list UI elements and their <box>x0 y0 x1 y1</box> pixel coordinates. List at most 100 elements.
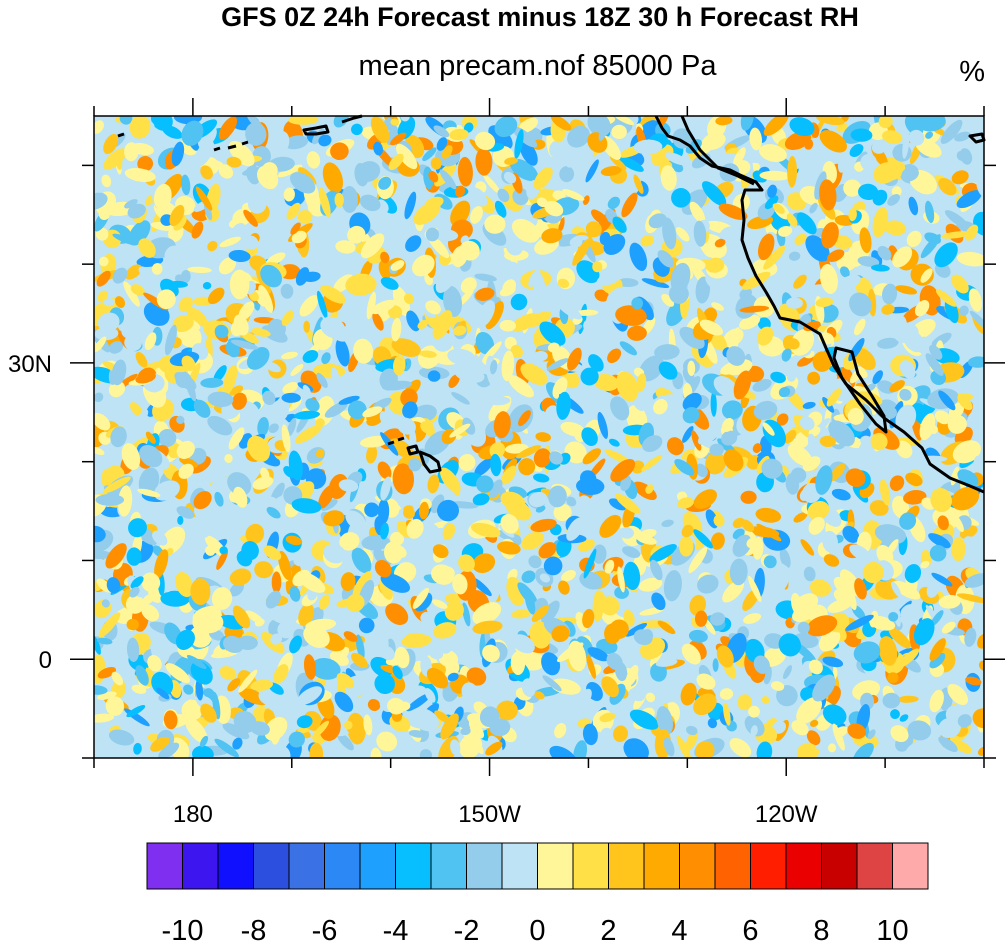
field-blob <box>154 480 180 501</box>
field-blob <box>723 449 744 472</box>
field-blob <box>934 242 958 268</box>
field-blob <box>295 424 323 444</box>
field-blob <box>827 249 845 262</box>
field-blob <box>453 364 485 383</box>
field-blob <box>845 614 874 631</box>
field-blob <box>150 736 170 752</box>
field-blob <box>618 156 644 172</box>
field-blob <box>321 352 331 365</box>
field-blob <box>178 463 194 479</box>
field-blob <box>281 310 294 326</box>
field-blob <box>682 174 694 194</box>
field-blob <box>129 116 151 139</box>
field-blob <box>639 528 657 540</box>
field-blob <box>356 161 381 182</box>
field-blob <box>567 125 590 148</box>
field-blob <box>497 188 510 203</box>
field-blob <box>329 437 347 458</box>
field-blob <box>380 573 411 593</box>
field-blob <box>610 396 630 421</box>
field-blob <box>510 651 526 675</box>
field-blob <box>232 737 243 750</box>
field-blob <box>542 675 562 692</box>
field-blob <box>662 217 677 250</box>
field-blob <box>404 191 417 220</box>
field-blob <box>926 579 940 598</box>
field-blob <box>534 691 545 700</box>
field-blob <box>438 649 459 668</box>
field-blob <box>315 448 325 459</box>
field-blob <box>246 347 270 370</box>
field-blob <box>176 440 195 459</box>
field-blob <box>837 157 845 173</box>
field-blob <box>615 493 641 514</box>
field-blob <box>588 354 604 372</box>
field-blob <box>318 187 331 218</box>
field-blob <box>494 200 507 218</box>
field-blob <box>658 361 678 380</box>
field-blob <box>930 610 944 627</box>
field-blob <box>476 475 494 493</box>
field-blob <box>836 274 861 291</box>
field-blob <box>124 168 156 182</box>
field-blob <box>340 572 356 592</box>
field-blob <box>462 602 471 627</box>
field-blob <box>767 184 778 198</box>
field-blob <box>139 444 163 468</box>
field-blob <box>230 339 259 350</box>
field-blob <box>617 566 625 593</box>
field-blob <box>592 261 603 273</box>
field-blob <box>920 234 941 259</box>
field-blob <box>549 140 562 158</box>
field-blob <box>173 116 203 125</box>
field-blob <box>476 300 496 327</box>
field-blob <box>779 548 791 569</box>
field-blob <box>594 590 606 604</box>
field-blob <box>559 166 575 183</box>
field-blob <box>472 553 496 574</box>
field-blob <box>117 485 133 517</box>
field-blob <box>735 294 758 319</box>
field-blob <box>786 338 800 350</box>
field-blob <box>847 407 864 425</box>
field-blob <box>726 346 746 366</box>
field-blob <box>806 730 821 746</box>
field-blob <box>108 341 124 354</box>
field-blob <box>796 697 823 724</box>
field-blob <box>192 611 224 634</box>
field-blob <box>705 452 726 475</box>
field-blob <box>860 435 873 446</box>
field-blob <box>219 666 237 681</box>
field-blob <box>184 699 194 711</box>
field-blob <box>243 209 258 227</box>
field-blob <box>710 612 726 626</box>
field-blob <box>218 179 240 207</box>
field-blob <box>549 745 577 758</box>
field-blob <box>859 227 872 254</box>
field-blob <box>512 126 538 148</box>
field-blob <box>472 620 503 635</box>
field-blob <box>612 116 635 126</box>
field-blob <box>843 179 862 197</box>
field-blob <box>298 603 315 627</box>
field-blob <box>852 742 874 758</box>
hawaii-maui <box>406 444 420 456</box>
field-blob <box>889 380 905 393</box>
field-blob <box>158 429 177 447</box>
field-blob <box>406 310 421 332</box>
field-blob <box>103 148 127 170</box>
field-blob <box>649 544 677 563</box>
field-blob <box>236 550 253 567</box>
field-blob <box>231 392 247 410</box>
field-blob <box>433 622 457 639</box>
field-blob <box>247 435 271 462</box>
field-blob <box>460 727 471 736</box>
field-blob <box>207 415 233 436</box>
field-blob <box>432 544 449 559</box>
field-blob <box>245 523 265 544</box>
field-blob <box>363 714 373 736</box>
field-blob <box>218 116 238 140</box>
field-blob <box>598 126 607 141</box>
field-blob <box>737 694 752 711</box>
field-blob <box>521 678 536 698</box>
